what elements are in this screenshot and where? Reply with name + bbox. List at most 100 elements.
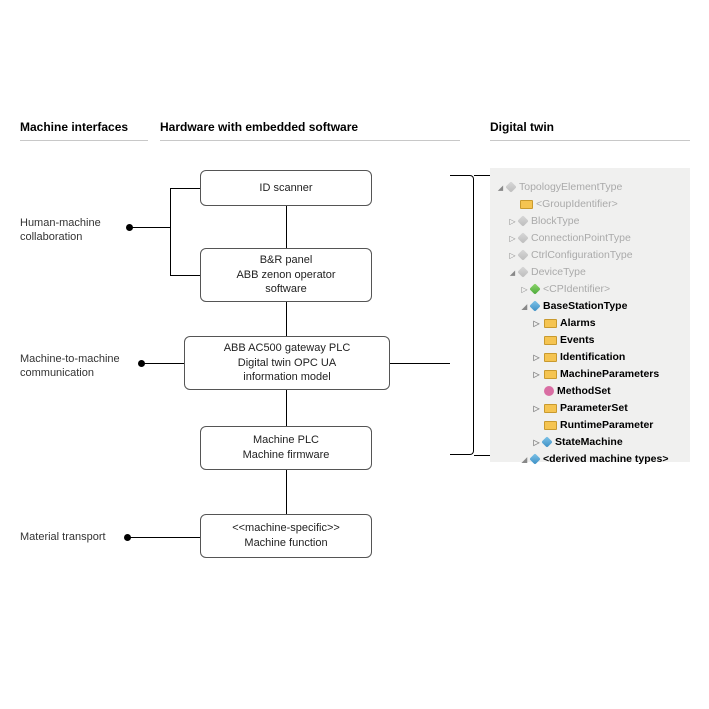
- folder-icon: [544, 404, 557, 413]
- tree-expand-icon[interactable]: [520, 284, 529, 294]
- tree-item-methodset[interactable]: MethodSet: [496, 382, 682, 399]
- tree-item-cpidentifier[interactable]: <CPIdentifier>: [496, 280, 682, 297]
- node-panel-l0: B&R panel: [260, 253, 313, 268]
- component-icon: [529, 283, 540, 294]
- node-scanner-text: ID scanner: [259, 181, 312, 196]
- col-header-hardware: Hardware with embedded software: [160, 120, 358, 134]
- tree-item-label: Events: [560, 334, 594, 346]
- tree-item-label: MethodSet: [557, 385, 611, 397]
- label-hmi-line2: collaboration: [20, 231, 82, 243]
- label-hmi: Human-machine collaboration: [20, 216, 101, 245]
- tree-item-derivedmachinetypes[interactable]: <derived machine types>: [496, 450, 682, 467]
- label-material-line1: Material transport: [20, 531, 106, 543]
- tree-item-runtimeparameter[interactable]: RuntimeParameter: [496, 416, 682, 433]
- tree-item-label: RuntimeParameter: [560, 419, 653, 431]
- conn-material: [130, 537, 200, 538]
- tree-expand-icon[interactable]: [532, 318, 541, 328]
- node-gateway-l0: ABB AC500 gateway PLC: [224, 341, 351, 356]
- tree-item-basestationtype[interactable]: BaseStationType: [496, 297, 682, 314]
- conn-scanner-panel: [286, 206, 287, 248]
- node-plc-l1: Machine firmware: [243, 448, 330, 463]
- tree-item-identification[interactable]: Identification: [496, 348, 682, 365]
- folder-icon: [544, 319, 557, 328]
- node-plc: Machine PLC Machine firmware: [200, 426, 372, 470]
- tree-item-label: DeviceType: [531, 266, 586, 278]
- tree-item-label: MachineParameters: [560, 368, 659, 380]
- conn-gateway-plc: [286, 390, 287, 426]
- type-icon: [505, 181, 516, 192]
- tree-item-devicetype[interactable]: DeviceType: [496, 263, 682, 280]
- tree-item-label: CtrlConfigurationType: [531, 249, 633, 261]
- tree-expand-icon[interactable]: [532, 352, 541, 362]
- tree-expand-icon[interactable]: [508, 216, 517, 226]
- type-icon: [529, 453, 540, 464]
- tree-item-label: <CPIdentifier>: [543, 283, 610, 295]
- label-m2m-line1: Machine-to-machine: [20, 353, 120, 365]
- tree-item-statemachine[interactable]: StateMachine: [496, 433, 682, 450]
- tree-item-topologyelementtype[interactable]: TopologyElementType: [496, 178, 682, 195]
- node-function: <<machine-specific>> Machine function: [200, 514, 372, 558]
- type-icon: [541, 436, 552, 447]
- conn-gateway-twin: [390, 363, 450, 364]
- tree-expand-icon[interactable]: [496, 182, 505, 192]
- tree-item-label: StateMachine: [555, 436, 623, 448]
- node-gateway: ABB AC500 gateway PLC Digital twin OPC U…: [184, 336, 390, 390]
- tree-expand-icon[interactable]: [508, 233, 517, 243]
- folder-icon: [544, 336, 557, 345]
- label-hmi-line1: Human-machine: [20, 217, 101, 229]
- conn-hmi: [132, 227, 170, 228]
- tree-item-label: ConnectionPointType: [531, 232, 631, 244]
- tree-item-label: BlockType: [531, 215, 579, 227]
- node-plc-l0: Machine PLC: [253, 433, 319, 448]
- tree-expand-icon[interactable]: [532, 437, 541, 447]
- tree-item-ctrlconfigurationtype[interactable]: CtrlConfigurationType: [496, 246, 682, 263]
- type-icon: [517, 266, 528, 277]
- tree-item-machineparameters[interactable]: MachineParameters: [496, 365, 682, 382]
- tree-item-groupidentifier[interactable]: <GroupIdentifier>: [496, 195, 682, 212]
- tree-item-alarms[interactable]: Alarms: [496, 314, 682, 331]
- node-function-l1: Machine function: [244, 536, 327, 551]
- tree-item-label: ParameterSet: [560, 402, 628, 414]
- tree-item-label: <GroupIdentifier>: [536, 198, 618, 210]
- tree-expand-icon[interactable]: [532, 403, 541, 413]
- hr-hardware: [160, 140, 460, 141]
- tree-item-label: BaseStationType: [543, 300, 627, 312]
- node-scanner: ID scanner: [200, 170, 372, 206]
- tree-item-label: Alarms: [560, 317, 596, 329]
- type-icon: [517, 249, 528, 260]
- label-m2m: Machine-to-machine communication: [20, 352, 120, 381]
- hr-twin: [490, 140, 690, 141]
- tree-item-connectionpointtype[interactable]: ConnectionPointType: [496, 229, 682, 246]
- tree-item-blocktype[interactable]: BlockType: [496, 212, 682, 229]
- tree-expand-icon[interactable]: [520, 454, 529, 464]
- tree-item-label: TopologyElementType: [519, 181, 622, 193]
- tree-expand-icon[interactable]: [532, 369, 541, 379]
- tree-item-events[interactable]: Events: [496, 331, 682, 348]
- conn-plc-function: [286, 470, 287, 514]
- node-gateway-l2: information model: [243, 370, 330, 385]
- folder-icon: [544, 353, 557, 362]
- node-function-l0: <<machine-specific>>: [232, 521, 340, 536]
- col-header-interfaces: Machine interfaces: [20, 120, 128, 134]
- bracket-twin: [450, 175, 474, 455]
- label-material: Material transport: [20, 530, 106, 544]
- folder-icon: [544, 370, 557, 379]
- tree-expand-icon[interactable]: [508, 250, 517, 260]
- conn-panel-gateway: [286, 302, 287, 336]
- conn-twin-bottom: [474, 455, 490, 456]
- tree-item-parameterset[interactable]: ParameterSet: [496, 399, 682, 416]
- tree-item-label: <derived machine types>: [543, 453, 668, 465]
- type-icon: [517, 215, 528, 226]
- col-header-twin: Digital twin: [490, 120, 554, 134]
- tree-expand-icon[interactable]: [520, 301, 529, 311]
- tree-expand-icon[interactable]: [508, 267, 517, 277]
- conn-m2m: [144, 363, 184, 364]
- method-icon: [544, 386, 554, 396]
- tree-panel: TopologyElementType <GroupIdentifier> Bloc…: [490, 168, 690, 462]
- type-icon: [529, 300, 540, 311]
- tree-item-label: Identification: [560, 351, 625, 363]
- node-gateway-l1: Digital twin OPC UA: [238, 356, 336, 371]
- type-icon: [517, 232, 528, 243]
- label-m2m-line2: communication: [20, 367, 94, 379]
- conn-twin-top: [474, 175, 490, 176]
